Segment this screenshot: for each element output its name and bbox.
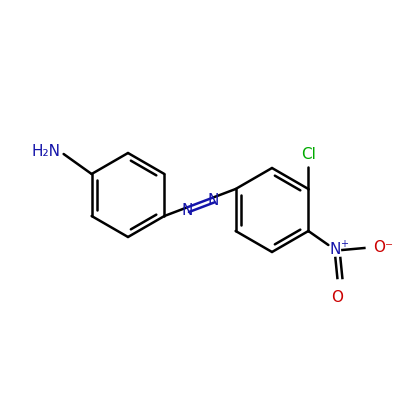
Text: N: N xyxy=(330,242,341,258)
Text: N: N xyxy=(207,193,218,208)
Text: Cl: Cl xyxy=(301,147,316,162)
Text: H₂N: H₂N xyxy=(32,144,61,160)
Text: +: + xyxy=(340,239,348,249)
Text: O: O xyxy=(331,290,343,305)
Text: O⁻: O⁻ xyxy=(373,240,393,256)
Text: N: N xyxy=(182,203,193,218)
